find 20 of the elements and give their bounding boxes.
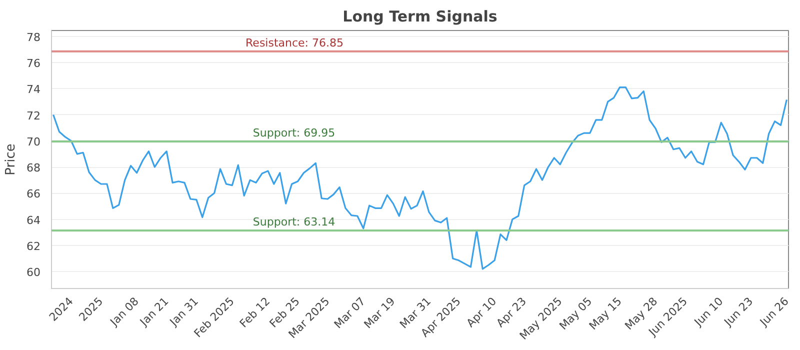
ref-line-label: Support: 63.14	[252, 216, 336, 228]
x-tick-label: Jan 08	[107, 294, 142, 330]
y-tick-label: 66	[26, 188, 41, 201]
y-tick-label: 68	[26, 162, 41, 175]
chart-title: Long Term Signals	[342, 8, 498, 26]
y-tick-label: 72	[26, 109, 41, 122]
x-tick-label: Jun 26	[756, 294, 792, 330]
y-tick-label: 62	[26, 240, 41, 253]
ref-line-label: Resistance: 76.85	[246, 36, 344, 50]
y-tick-label: 78	[26, 30, 41, 44]
y-tick-label: 70	[26, 135, 41, 148]
y-tick-label: 64	[26, 214, 41, 227]
x-tick-label: Jun 23	[721, 294, 756, 330]
x-tick-label: Mar 19	[362, 294, 398, 332]
ref-line-label: Support: 69.95	[252, 126, 336, 140]
y-tick-label: 76	[26, 57, 41, 70]
line-series	[52, 86, 788, 270]
y-tick-label: 60	[26, 266, 41, 280]
y-axis-title: Price	[4, 144, 19, 176]
y-tick-label: 74	[26, 83, 41, 96]
